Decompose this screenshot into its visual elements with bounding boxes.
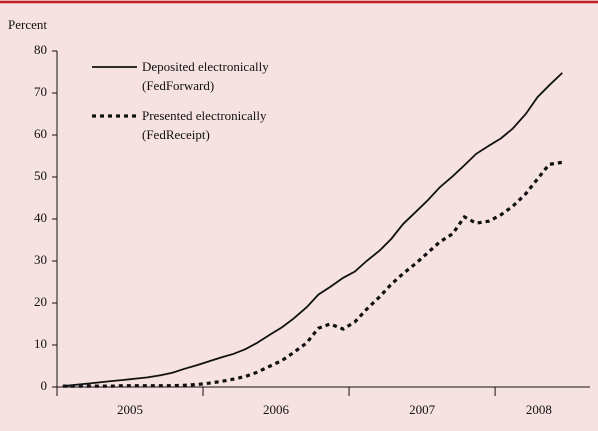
y-axis-label: Percent bbox=[8, 17, 47, 32]
y-tick-label: 60 bbox=[34, 126, 47, 141]
x-tick-label: 2005 bbox=[117, 402, 143, 417]
legend-label: Presented electronically (FedReceipt) bbox=[142, 108, 267, 142]
y-tick-label: 70 bbox=[34, 84, 47, 99]
y-tick-label: 80 bbox=[34, 42, 47, 57]
y-tick-label: 10 bbox=[34, 336, 47, 351]
legend-label: Deposited electronically (FedForward) bbox=[142, 59, 269, 93]
y-tick-label: 0 bbox=[41, 378, 48, 393]
x-tick-label: 2006 bbox=[263, 402, 290, 417]
y-tick-label: 50 bbox=[34, 168, 47, 183]
line-series bbox=[62, 160, 563, 388]
x-tick-label: 2007 bbox=[409, 402, 436, 417]
line-series bbox=[62, 72, 563, 388]
y-tick-label: 40 bbox=[34, 210, 47, 225]
x-tick-label: 2008 bbox=[526, 402, 552, 417]
y-tick-label: 20 bbox=[34, 294, 47, 309]
y-tick-label: 30 bbox=[34, 252, 47, 267]
